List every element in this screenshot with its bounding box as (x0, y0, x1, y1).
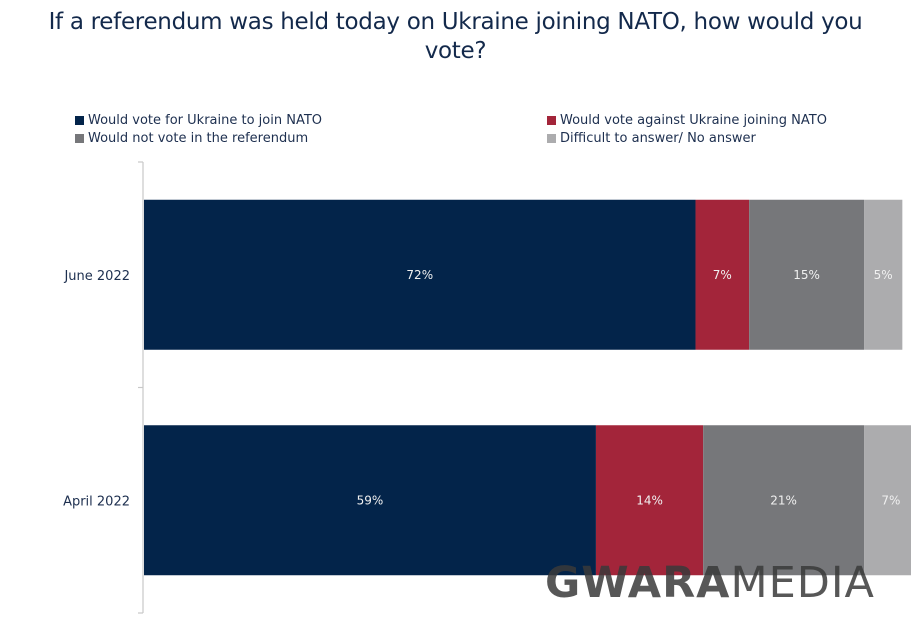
bar-segment (595, 425, 704, 576)
chart-title: If a referendum was held today on Ukrain… (0, 8, 911, 66)
watermark-light: MEDIA (730, 558, 875, 608)
watermark-logo: GWARAMEDIA (545, 558, 875, 608)
data-label: 7% (713, 268, 732, 282)
data-label: 7% (881, 493, 900, 507)
data-label: 21% (770, 493, 797, 507)
category-label: April 2022 (63, 494, 130, 509)
legend-label-not-vote: Would not vote in the referendum (88, 131, 309, 146)
category-label: June 2022 (63, 269, 130, 284)
legend-item-difficult: Difficult to answer/ No answer (547, 131, 756, 146)
legend-item-against: Would vote against Ukraine joining NATO (547, 113, 827, 128)
bar-segment (695, 199, 750, 350)
legend-item-for: Would vote for Ukraine to join NATO (75, 113, 322, 128)
legend-label-for: Would vote for Ukraine to join NATO (88, 113, 323, 128)
data-label: 5% (874, 268, 893, 282)
legend-swatch-for (75, 116, 84, 125)
data-label: 72% (406, 268, 433, 282)
legend-label-difficult: Difficult to answer/ No answer (560, 131, 756, 146)
bar-segment (144, 199, 696, 350)
bar-segment (864, 199, 903, 350)
chart-title-line-1: If a referendum was held today on Ukrain… (48, 9, 863, 35)
data-label: 15% (793, 268, 820, 282)
bar-segment (749, 199, 865, 350)
legend-swatch-difficult (547, 134, 556, 143)
bar-segment (144, 425, 596, 576)
watermark-bold: GWARA (545, 558, 731, 608)
legend-swatch-against (547, 116, 556, 125)
data-label: 59% (357, 493, 384, 507)
legend-item-not-vote: Would not vote in the referendum (75, 131, 308, 146)
bar-segment (703, 425, 865, 576)
legend-label-against: Would vote against Ukraine joining NATO (560, 113, 827, 128)
legend-swatch-not-vote (75, 134, 84, 143)
chart-title-line-2: vote? (424, 38, 487, 64)
bar-segment (864, 425, 911, 576)
data-label: 14% (636, 493, 663, 507)
